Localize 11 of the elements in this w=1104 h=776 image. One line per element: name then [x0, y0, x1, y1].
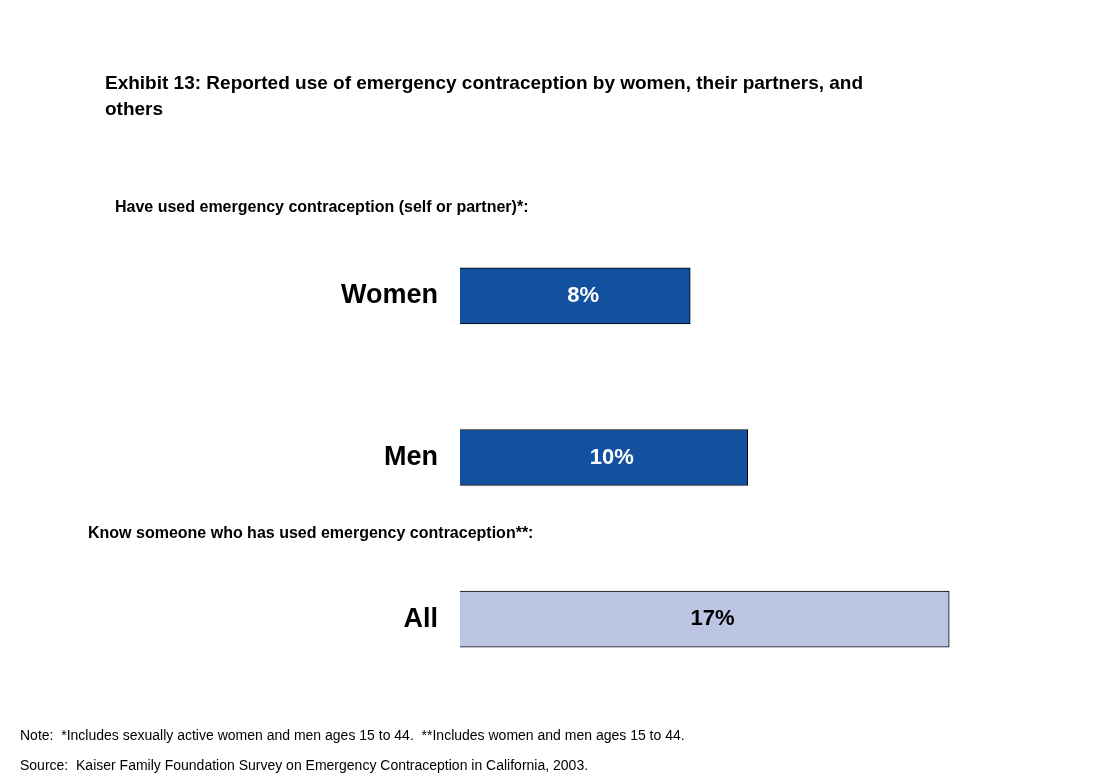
data-label: 8% [567, 281, 600, 307]
y-tick-label: Men [384, 440, 438, 471]
text: Have used emergency contraception (self or partner)*: [115, 198, 529, 216]
data-label: 10% [589, 443, 634, 469]
chart-title: Exhibit 13: Reported use of emergency contraception by women, their partners, and others [105, 71, 865, 121]
source-note: Source: Kaiser Family Foundation Survey on Emergency Contraception in California, 2003. [20, 756, 589, 773]
text: Note: *Includes sexually active women and men ages 15 to 44. **Includes women and men ages 15 to 44. [20, 726, 685, 743]
y-tick-label: Women [340, 279, 438, 310]
data-label: 17% [690, 605, 735, 631]
annotation: Know someone who has used emergency contraception**: [88, 523, 534, 541]
y-tick-label: All [403, 602, 438, 633]
